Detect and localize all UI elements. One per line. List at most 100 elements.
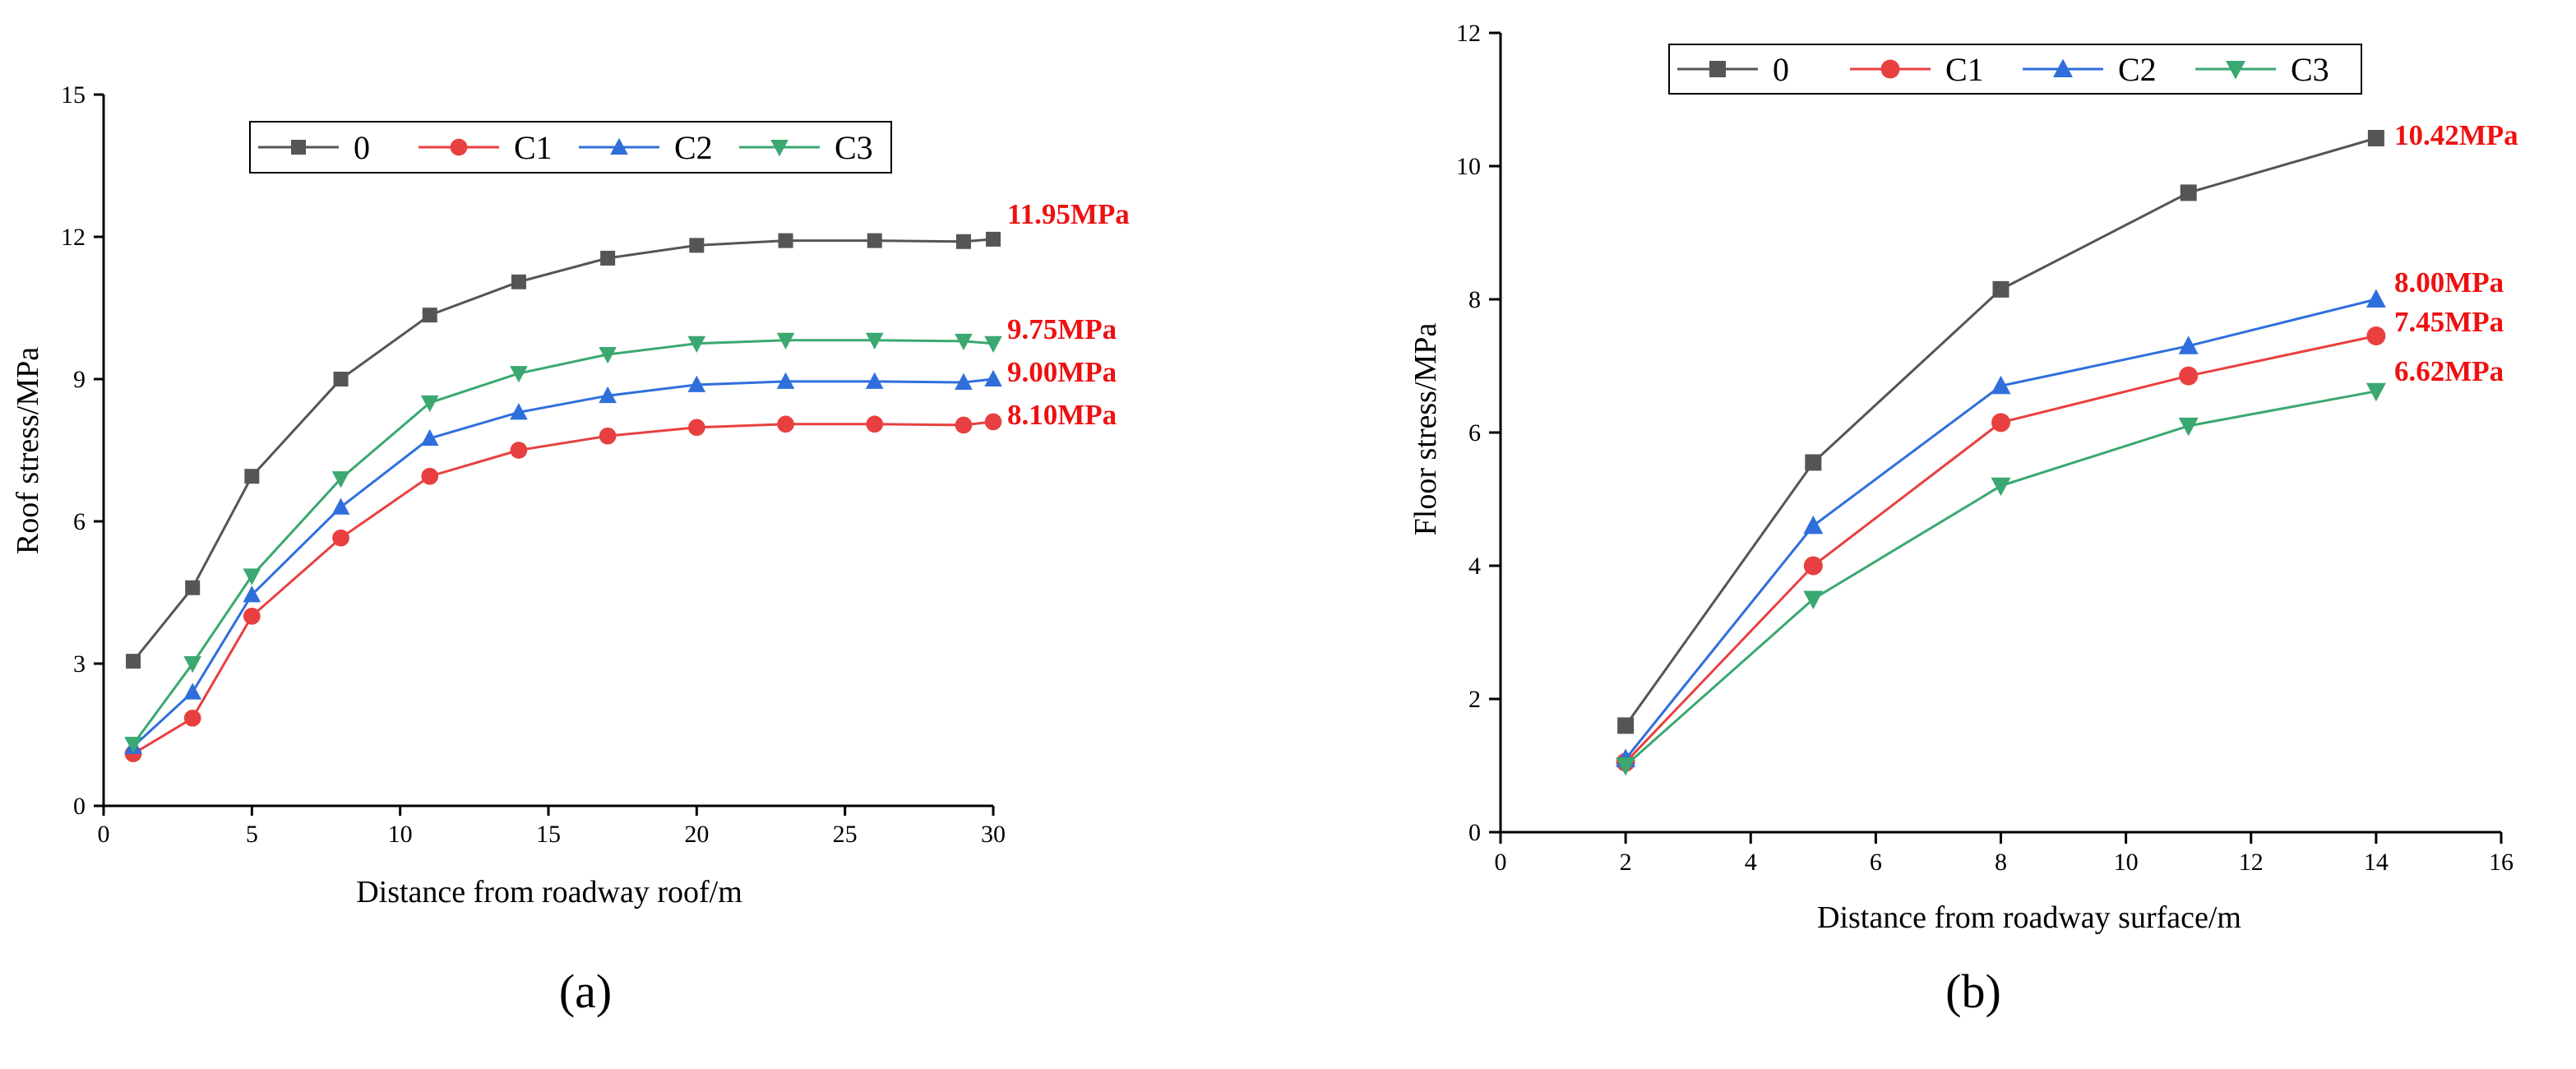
x-tick-label: 0 [98,821,110,848]
series-line [132,238,994,663]
data-point [511,274,526,289]
data-point [984,336,1002,353]
data-point [244,469,260,484]
end-value-label: 8.00MPa [2394,266,2504,298]
series-line [132,377,994,748]
y-axis-title: Roof stress/MPa [11,347,45,554]
data-point [600,250,616,266]
x-tick-label: 8 [1995,849,2007,876]
legend-label: 0 [1773,51,1789,88]
data-point [1805,454,1822,471]
data-point [185,580,201,595]
data-point [183,656,201,673]
data-point [986,231,1001,247]
y-tick-label: 4 [1468,553,1481,580]
data-point [421,467,439,485]
x-axis-title: Distance from roadway surface/m [1817,900,2241,935]
x-tick-label: 12 [2239,849,2264,876]
legend-marker [1880,59,1900,79]
x-tick-label: 6 [1870,849,1882,876]
end-value-label: 6.62MPa [2394,355,2504,387]
data-point [689,238,705,253]
data-point [1991,375,2011,395]
y-tick-label: 3 [73,650,86,678]
x-tick-label: 5 [246,821,258,848]
data-point [955,234,971,249]
data-point [243,585,261,603]
legend-label: C3 [2291,51,2329,88]
data-point [984,369,1002,386]
x-tick-label: 30 [981,821,1006,848]
y-tick-label: 9 [73,366,86,393]
legend-label: C2 [2118,51,2157,88]
legend-marker [2226,61,2245,80]
x-tick-label: 20 [684,821,709,848]
series-0 [1617,129,2384,734]
series-line [132,339,994,745]
data-point [420,428,439,447]
y-tick-label: 12 [1456,20,1481,47]
legend-label: C2 [674,129,713,166]
legend-marker [770,140,789,157]
data-point [1992,280,2009,298]
data-point [510,403,528,420]
data-point [420,395,439,413]
data-point [955,333,973,351]
series-C2 [1616,289,2386,767]
y-tick-label: 6 [73,508,86,535]
series-line [1625,335,2377,764]
data-point [778,233,793,248]
legend-marker [291,140,306,155]
data-point [243,568,261,585]
data-point [2178,336,2199,354]
end-value-label: 11.95MPa [1007,198,1130,230]
end-value-label: 7.45MPa [2394,306,2504,338]
series-C2 [124,369,1002,754]
y-tick-label: 0 [1468,819,1481,846]
data-point [599,427,617,445]
legend-label: C3 [835,129,873,166]
data-point [331,497,350,515]
data-point [2366,326,2386,346]
data-point [599,386,617,404]
x-tick-label: 14 [2364,849,2389,876]
data-point [1803,556,1823,576]
legend-label: C1 [514,129,553,166]
x-tick-label: 15 [536,821,561,848]
data-point [599,347,617,364]
panel-caption: (a) [559,965,612,1018]
data-point [1803,515,1824,534]
y-axis-title: Floor stress/MPa [1408,323,1443,536]
data-point [1616,757,1636,776]
data-point [2178,417,2199,437]
data-point [2366,289,2386,308]
y-tick-label: 10 [1456,153,1481,180]
y-tick-label: 0 [73,793,86,820]
data-point [984,413,1002,431]
data-point [332,529,349,547]
series-C3 [1616,382,2386,776]
data-point [955,416,973,434]
x-tick-label: 2 [1620,849,1632,876]
legend-marker [1709,61,1726,77]
data-point [2366,382,2386,402]
series-line [132,420,994,755]
x-axis-title: Distance from roadway roof/m [356,875,742,909]
data-point [866,415,884,433]
end-value-label: 9.00MPa [1007,356,1117,388]
x-tick-label: 10 [2114,849,2139,876]
y-tick-label: 8 [1468,286,1481,313]
panel-b: 0 2 4 6 8 10 12 14 16 0 2 4 6 8 10 12 Distance from road… [1408,20,2518,1018]
data-point [1991,477,2011,497]
data-point [865,372,884,389]
data-point [333,372,349,386]
data-point [243,607,261,625]
data-point [955,373,973,391]
series-0 [126,231,1001,669]
panel-caption: (b) [1945,965,2001,1018]
x-tick-label: 0 [1495,849,1507,876]
data-point [510,366,528,383]
end-value-label: 9.75MPa [1007,313,1117,345]
legend: 0 C1 C2 C3 [1668,44,2362,95]
